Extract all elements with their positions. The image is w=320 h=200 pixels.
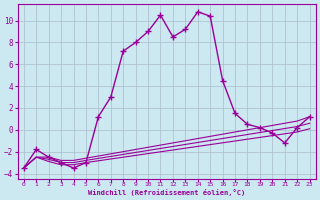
X-axis label: Windchill (Refroidissement éolien,°C): Windchill (Refroidissement éolien,°C): [88, 189, 245, 196]
